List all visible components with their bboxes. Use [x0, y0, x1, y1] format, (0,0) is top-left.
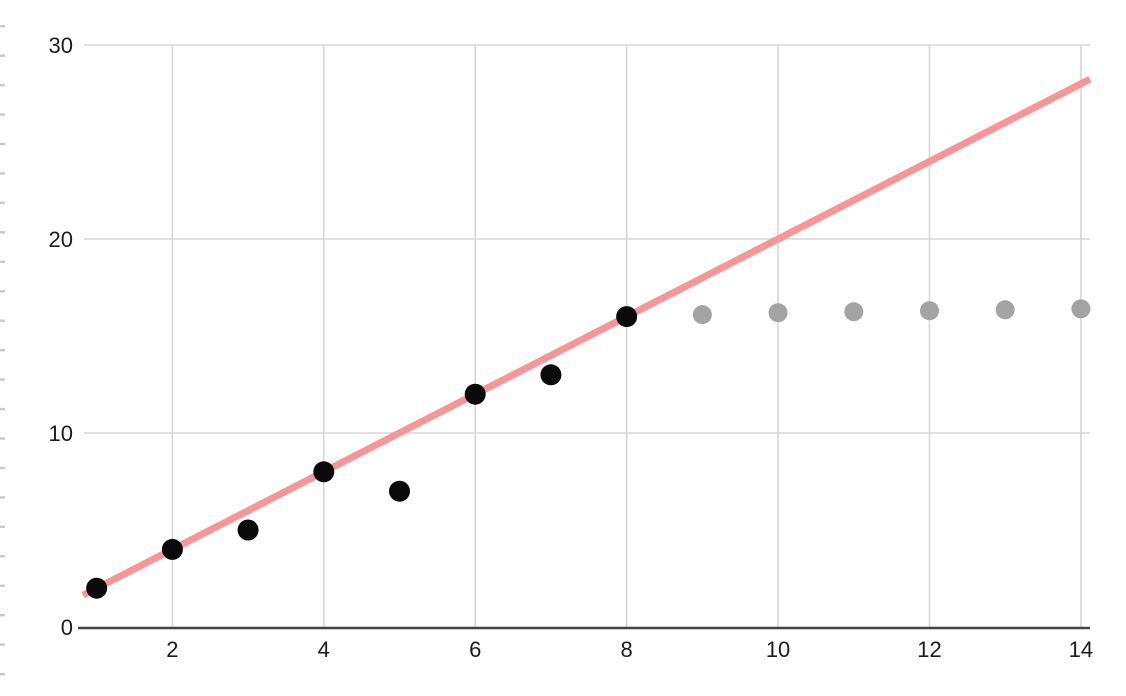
left-edge-tick	[0, 142, 5, 146]
left-edge-tick	[0, 54, 5, 57]
black-points-point	[540, 364, 562, 386]
black-points-point	[86, 577, 108, 599]
left-edge-tick	[0, 378, 5, 381]
left-edge-tick	[0, 113, 5, 116]
x-tick-label: 6	[469, 637, 481, 662]
left-edge-tick	[0, 672, 5, 676]
left-edge-tick	[0, 201, 5, 205]
black-points-point	[464, 383, 486, 405]
y-tick-label: 0	[61, 615, 73, 640]
x-tick-label: 12	[917, 637, 941, 662]
x-tick-label: 2	[166, 637, 178, 662]
gray-points-point	[1071, 299, 1091, 319]
gray-points-point	[919, 301, 939, 321]
left-edge-tick	[0, 231, 5, 234]
left-edge-tick	[0, 25, 5, 28]
left-edge-tick	[0, 83, 5, 87]
black-points-point	[313, 461, 335, 483]
trend-line	[81, 76, 1092, 599]
y-tick-label: 20	[49, 227, 73, 252]
left-edge-tick	[0, 172, 5, 175]
x-tick-label: 14	[1069, 637, 1093, 662]
x-tick-label: 4	[318, 637, 330, 662]
gray-points-point	[692, 305, 712, 325]
y-tick-label: 10	[49, 421, 73, 446]
left-edge-tick	[0, 319, 5, 322]
y-tick-label: 30	[49, 33, 73, 58]
x-tick-label: 8	[621, 637, 633, 662]
left-edge-tick	[0, 290, 5, 293]
black-points-point	[389, 480, 411, 502]
left-edge-tick	[0, 466, 5, 470]
x-tick-label: 10	[766, 637, 790, 662]
gray-points-point	[844, 302, 864, 322]
left-edge-tick	[0, 437, 5, 440]
left-edge-tick	[0, 525, 5, 529]
left-edge-tick	[0, 407, 5, 411]
gray-points-point	[768, 303, 788, 323]
left-edge-tick	[0, 348, 5, 352]
black-points-point	[616, 306, 638, 328]
black-points-point	[237, 519, 259, 541]
gray-points-point	[995, 300, 1015, 320]
left-edge-tick	[0, 260, 5, 263]
left-edge-tick	[0, 584, 5, 587]
left-edge-tick	[0, 614, 5, 617]
left-edge-tick	[0, 496, 5, 499]
left-edge-tick	[0, 643, 5, 646]
left-edge-tick	[0, 555, 5, 558]
black-points-point	[161, 538, 183, 560]
